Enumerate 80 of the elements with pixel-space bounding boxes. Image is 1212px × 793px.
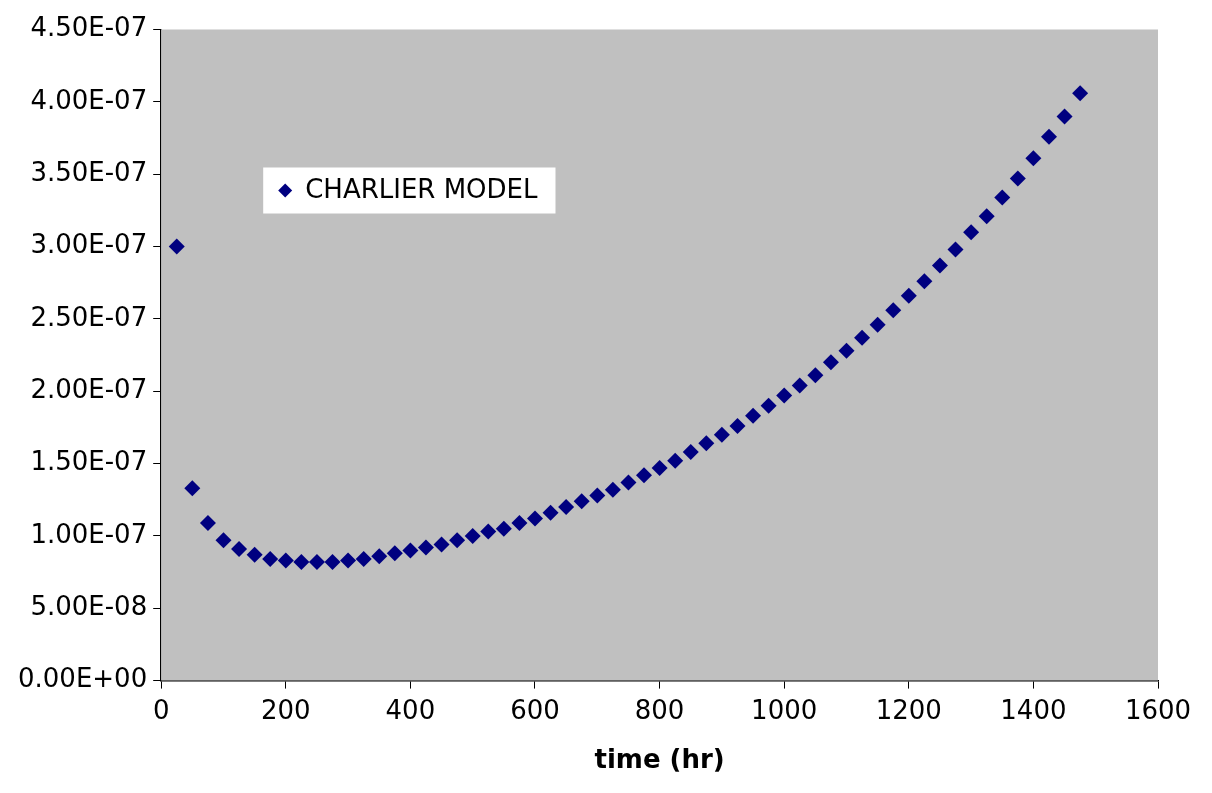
point (402, 542, 419, 559)
point (869, 316, 886, 333)
point (464, 527, 481, 544)
y-tick-label: 5.00E-08 (30, 591, 148, 622)
point (651, 459, 668, 476)
point (417, 539, 434, 556)
point (791, 377, 808, 394)
y-tick-label: 4.00E-07 (30, 84, 148, 115)
point (682, 444, 699, 461)
y-tick-label: 4.50E-07 (30, 12, 148, 43)
point (199, 514, 216, 531)
point (1025, 150, 1042, 167)
point (885, 302, 902, 319)
y-tick-label: 1.00E-07 (30, 518, 148, 549)
point (371, 548, 388, 565)
y-tick-label: 3.50E-07 (30, 157, 148, 188)
x-tick-label: 1400 (1000, 694, 1067, 725)
point (542, 504, 559, 521)
point (324, 553, 341, 570)
point (947, 241, 964, 258)
point (916, 273, 933, 290)
point (760, 397, 777, 414)
point (620, 474, 637, 491)
point (262, 551, 279, 568)
point (931, 257, 948, 274)
point (246, 546, 263, 563)
point (308, 553, 325, 570)
point (495, 520, 512, 537)
y-tick-label: 2.00E-07 (30, 374, 148, 405)
point (978, 208, 995, 225)
point (573, 493, 590, 510)
point (1009, 170, 1026, 187)
point (822, 354, 839, 371)
point (355, 551, 372, 568)
point (698, 435, 715, 452)
point (900, 287, 917, 304)
point (1040, 128, 1057, 145)
point (667, 452, 684, 469)
point (745, 407, 762, 424)
point (293, 553, 310, 570)
point (1072, 85, 1089, 102)
x-tick-label: 0 (152, 694, 170, 725)
x-axis-title: time (hr) (594, 744, 725, 775)
point (231, 540, 248, 557)
point (589, 487, 606, 504)
point (449, 532, 466, 549)
point (433, 536, 450, 553)
point (215, 532, 232, 549)
point (1056, 108, 1073, 125)
point (854, 329, 871, 346)
point (994, 189, 1011, 206)
x-tick-label: 600 (510, 694, 560, 725)
point (511, 514, 528, 531)
point (713, 426, 730, 443)
point (277, 552, 294, 569)
point (480, 523, 497, 540)
x-tick-label: 800 (634, 694, 685, 725)
x-tick-label: 200 (260, 694, 311, 725)
y-tick-label: 2.50E-07 (30, 301, 148, 332)
point (963, 224, 980, 241)
y-tick-label: 1.50E-07 (30, 446, 148, 477)
point (526, 510, 543, 527)
point (184, 480, 201, 497)
legend-label: CHARLIER MODEL (305, 174, 538, 205)
x-tick-label: 1000 (751, 694, 818, 725)
point (807, 367, 824, 384)
point (636, 467, 653, 484)
point (729, 417, 746, 434)
point (838, 342, 855, 359)
x-tick-label: 1200 (875, 694, 942, 725)
x-tick-label: 1600 (1124, 694, 1192, 725)
point (386, 545, 403, 562)
point (776, 387, 793, 404)
y-tick-label: 3.00E-07 (30, 229, 148, 260)
y-tick-label: 0.00E+00 (18, 663, 148, 694)
x-tick-label: 400 (385, 694, 436, 725)
point (558, 499, 575, 515)
point (168, 238, 185, 255)
point (604, 481, 621, 498)
point (340, 552, 357, 569)
